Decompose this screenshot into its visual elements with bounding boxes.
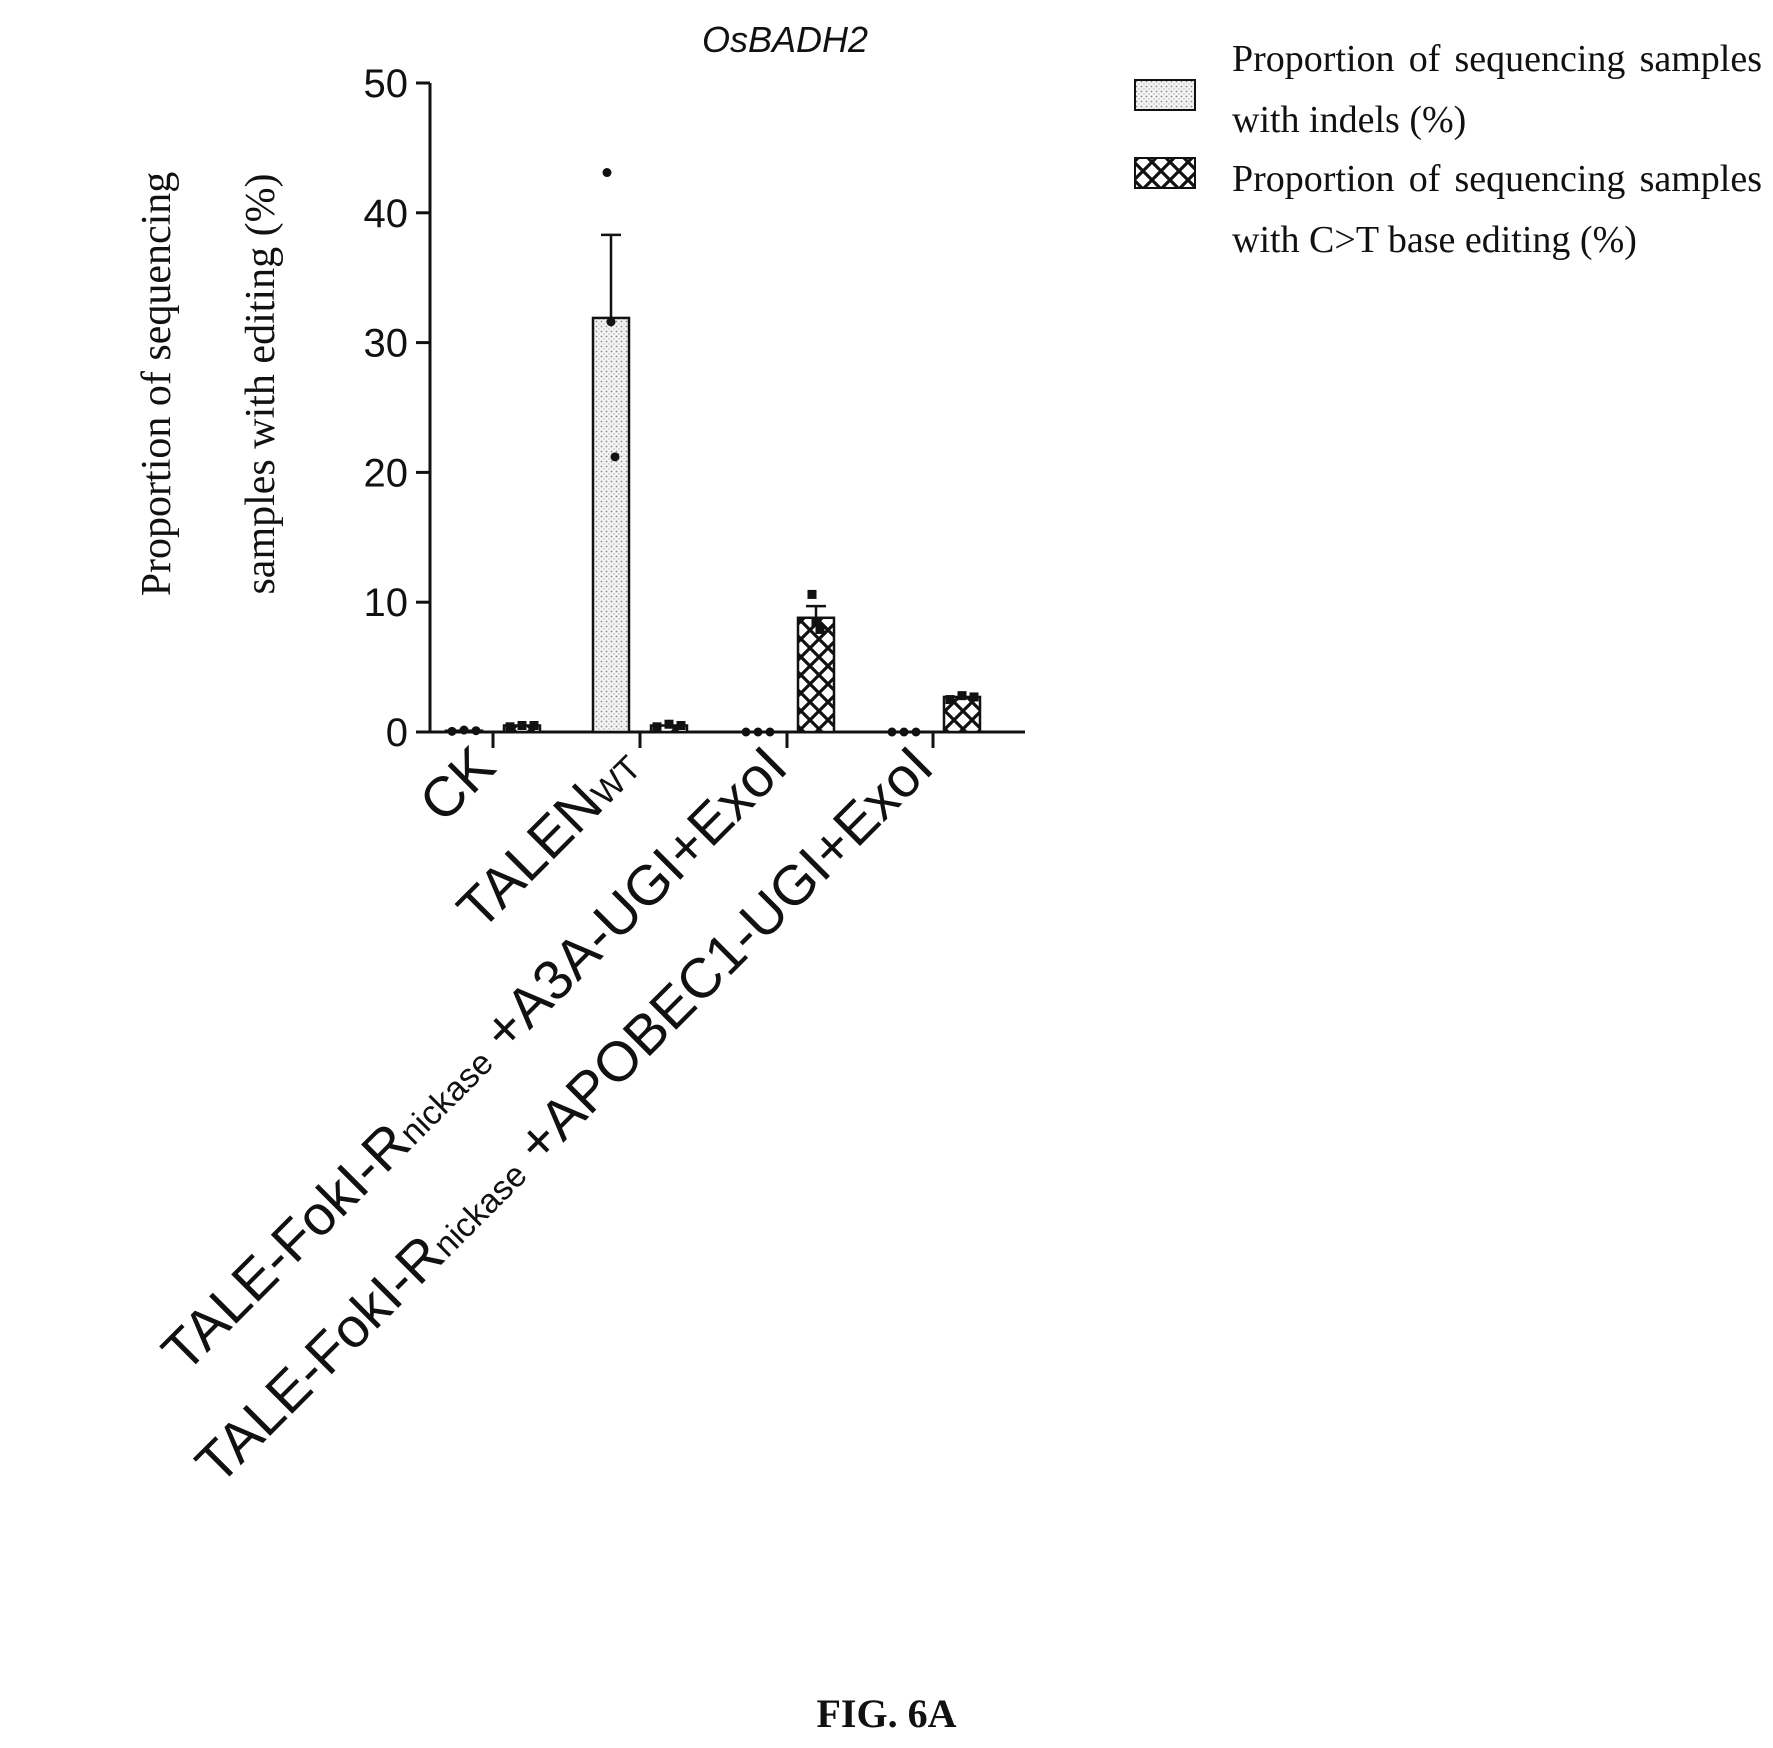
x-category-label-subscript: nickase — [426, 1156, 534, 1264]
data-point — [899, 727, 909, 737]
legend-label-indels: Proportion of sequencing samples with in… — [1232, 38, 1762, 141]
data-point — [610, 452, 620, 462]
x-category-label: CK — [407, 734, 507, 834]
figure-label: FIG. 6A — [816, 1691, 957, 1736]
data-point — [505, 722, 515, 732]
data-point — [957, 691, 967, 701]
x-category-label-subscript: nickase — [392, 1044, 500, 1152]
data-point — [969, 692, 979, 702]
y-tick-label: 50 — [364, 62, 409, 106]
data-point — [447, 726, 457, 736]
data-point — [529, 721, 539, 731]
y-tick-label: 10 — [364, 581, 409, 625]
data-point — [741, 727, 751, 737]
data-point — [815, 624, 825, 634]
data-point — [811, 617, 821, 627]
bar — [591, 316, 631, 734]
data-point — [602, 168, 612, 178]
y-axis-label: Proportion of sequencing samples with ed… — [134, 172, 284, 597]
x-category-label-part: TALE-FokI-R — [149, 1110, 422, 1383]
bar — [796, 616, 836, 734]
chart-title: OsBADH2 — [702, 19, 868, 60]
legend-swatch-ct-editing — [1134, 157, 1196, 189]
y-tick-label: 30 — [364, 322, 409, 366]
data-point — [606, 317, 616, 327]
x-category-label: TALE-FokI-Rnickase +A3A-UGI+ExoI — [149, 734, 798, 1383]
data-point — [459, 725, 469, 735]
legend-swatch-indels — [1134, 79, 1196, 111]
y-axis-label-line-1: Proportion of sequencing — [134, 172, 180, 597]
y-tick-label: 20 — [364, 451, 409, 495]
data-point — [753, 727, 763, 737]
data-point — [887, 727, 897, 737]
legend-label-ct-editing: Proportion of sequencing samples with C>… — [1232, 158, 1762, 261]
data-point — [676, 721, 686, 731]
data-point — [652, 722, 662, 732]
data-point — [911, 727, 921, 737]
data-point — [517, 721, 527, 731]
data-point — [471, 726, 481, 736]
y-axis-label-line-2: samples with editing (%) — [238, 173, 284, 594]
data-point — [765, 727, 775, 737]
y-tick-label: 40 — [364, 192, 409, 236]
data-point — [807, 589, 817, 599]
y-tick-label: 0 — [386, 711, 408, 755]
x-category-label-part: CK — [407, 734, 507, 834]
data-point — [945, 695, 955, 705]
data-point — [664, 719, 674, 729]
